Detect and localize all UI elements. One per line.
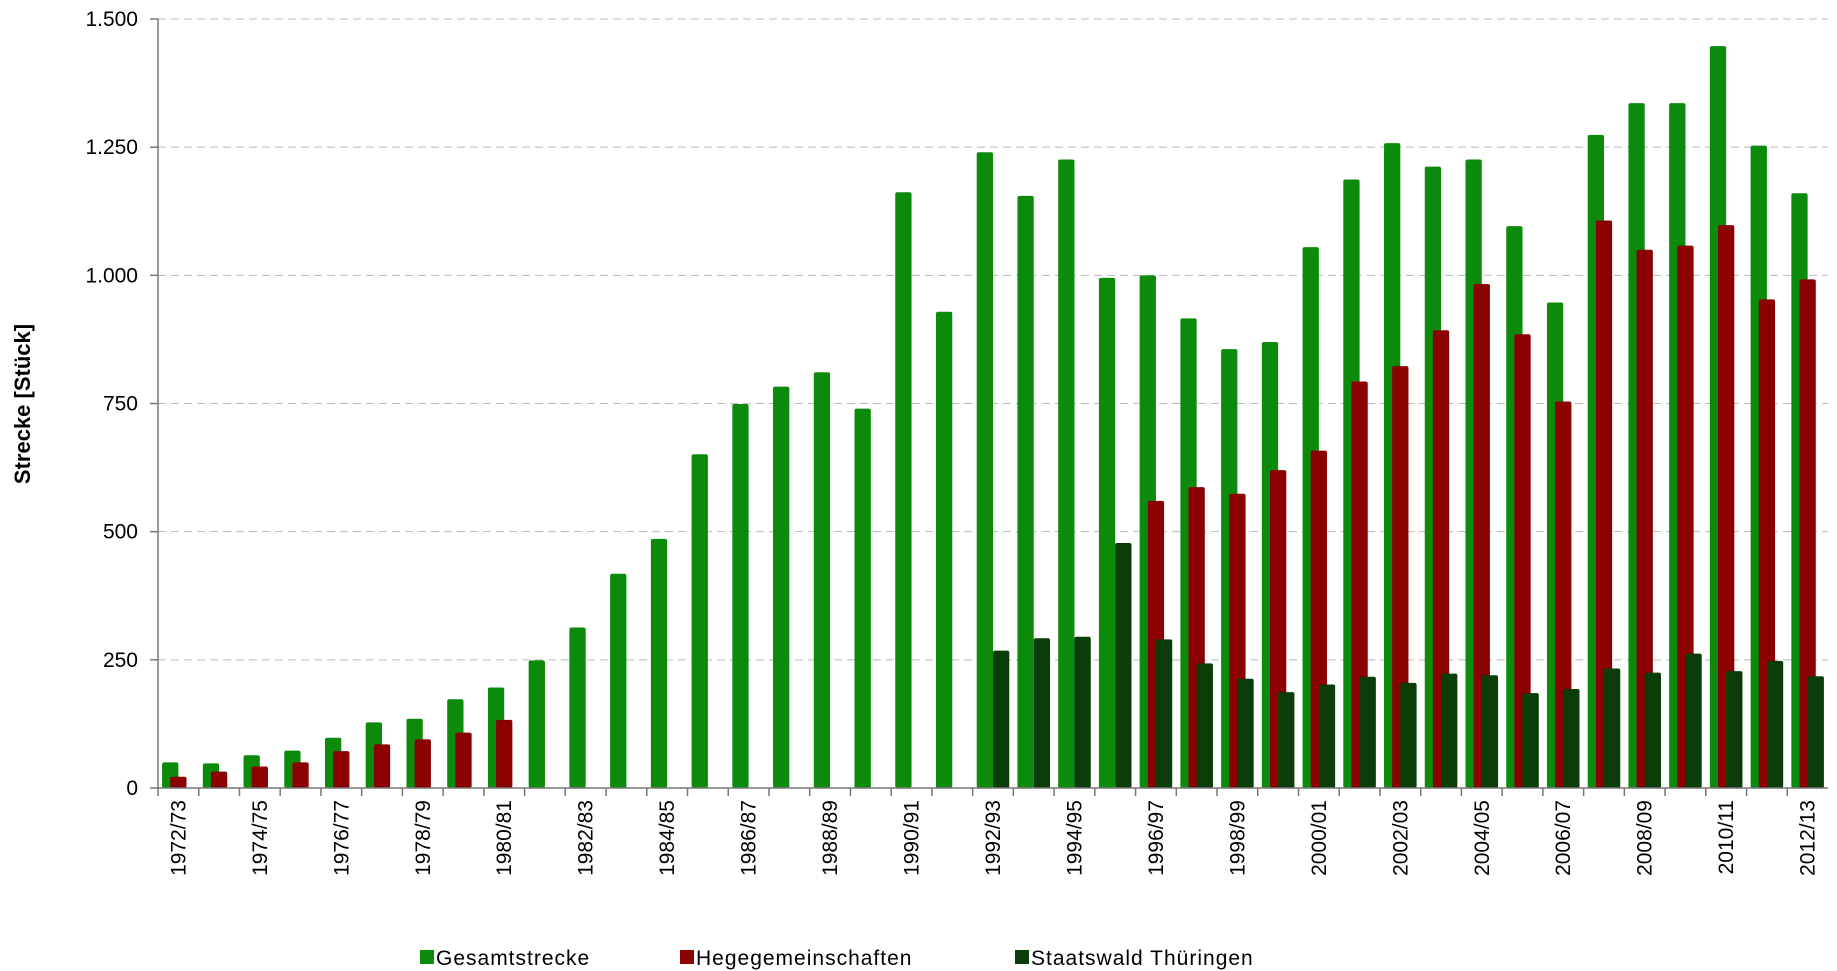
bar bbox=[292, 762, 309, 788]
bar bbox=[610, 573, 627, 788]
y-tick-label: 500 bbox=[103, 521, 138, 544]
bar bbox=[569, 627, 586, 788]
x-tick-label: 2012/13 bbox=[1797, 800, 1820, 876]
legend-label: Hegegemeinschaften bbox=[696, 947, 912, 970]
bar bbox=[1644, 672, 1661, 788]
bar bbox=[650, 538, 668, 788]
x-tick-label: 2008/09 bbox=[1634, 800, 1657, 876]
y-tick-label: 750 bbox=[103, 393, 138, 416]
bar bbox=[1481, 675, 1499, 788]
bar bbox=[1766, 660, 1784, 788]
bar bbox=[854, 408, 871, 788]
y-tick-label: 0 bbox=[126, 777, 138, 800]
bar bbox=[1278, 692, 1295, 788]
bar bbox=[1098, 277, 1116, 788]
x-tick-label: 1972/73 bbox=[167, 800, 190, 876]
x-tick-label: 2002/03 bbox=[1389, 800, 1412, 876]
bar bbox=[691, 454, 708, 788]
bar bbox=[1726, 671, 1743, 788]
bar bbox=[895, 192, 912, 789]
bar bbox=[1074, 636, 1091, 788]
y-tick-label: 1.000 bbox=[85, 264, 138, 287]
bar bbox=[1563, 689, 1580, 788]
x-tick-label: 1996/97 bbox=[1145, 800, 1168, 876]
x-tick-label: 1982/83 bbox=[575, 800, 598, 876]
bar bbox=[1318, 684, 1336, 788]
legend-item: Staatswald Thüringen bbox=[1015, 947, 1254, 970]
bar bbox=[1033, 638, 1051, 788]
y-tick-label: 1.250 bbox=[85, 136, 138, 159]
legend-label: Gesamtstrecke bbox=[436, 947, 590, 970]
bar bbox=[1155, 639, 1173, 788]
bar bbox=[373, 744, 391, 788]
y-tick-label: 1.500 bbox=[85, 8, 138, 31]
x-tick-label: 2000/01 bbox=[1308, 800, 1331, 876]
x-tick-label: 1988/89 bbox=[819, 800, 842, 876]
bar bbox=[333, 751, 350, 788]
x-tick-label: 1990/91 bbox=[901, 800, 924, 876]
legend-swatch bbox=[420, 950, 434, 964]
bar bbox=[1115, 542, 1132, 788]
bar bbox=[732, 404, 749, 788]
bar bbox=[1237, 678, 1254, 788]
x-tick-label: 1978/79 bbox=[412, 800, 435, 876]
bar bbox=[773, 386, 790, 788]
bar bbox=[1359, 676, 1376, 788]
bar bbox=[1677, 245, 1694, 789]
bar bbox=[1807, 676, 1824, 788]
bar bbox=[251, 766, 268, 788]
bar bbox=[1473, 284, 1490, 788]
legend-swatch bbox=[680, 950, 694, 964]
bar bbox=[1441, 673, 1458, 788]
bar bbox=[414, 739, 431, 788]
x-tick-label: 2010/11 bbox=[1715, 800, 1738, 874]
bar bbox=[170, 776, 187, 788]
legend-label: Staatswald Thüringen bbox=[1031, 947, 1254, 970]
x-tick-label: 2006/07 bbox=[1552, 800, 1575, 876]
x-tick-label: 1984/85 bbox=[656, 800, 679, 876]
bar bbox=[1595, 220, 1613, 788]
bar bbox=[496, 719, 513, 788]
x-tick-label: 1976/77 bbox=[330, 800, 353, 876]
bar bbox=[528, 660, 545, 788]
x-tick-label: 1994/95 bbox=[1063, 800, 1086, 876]
bar bbox=[1685, 653, 1702, 788]
bar bbox=[1514, 334, 1531, 788]
bar bbox=[210, 771, 228, 788]
bar bbox=[1718, 225, 1735, 789]
legend-item: Hegegemeinschaften bbox=[680, 947, 912, 970]
x-tick-label: 2004/05 bbox=[1471, 800, 1494, 876]
x-tick-label: 1992/93 bbox=[982, 800, 1005, 876]
bar bbox=[1392, 366, 1409, 788]
bar bbox=[1058, 159, 1075, 788]
bar bbox=[1603, 668, 1621, 788]
y-tick-label: 250 bbox=[103, 649, 138, 672]
x-tick-label: 1980/81 bbox=[493, 800, 516, 876]
bar bbox=[935, 311, 953, 788]
legend-item: Gesamtstrecke bbox=[420, 947, 590, 970]
x-tick-label: 1974/75 bbox=[249, 800, 272, 876]
bar bbox=[813, 372, 831, 788]
x-tick-label: 1986/87 bbox=[738, 800, 761, 876]
bar bbox=[1196, 663, 1213, 788]
bar bbox=[1017, 195, 1034, 788]
bar bbox=[1432, 330, 1450, 788]
bar bbox=[976, 152, 993, 788]
y-axis-label: Strecke [Stück] bbox=[10, 324, 35, 484]
bar bbox=[1636, 249, 1653, 788]
bar bbox=[993, 650, 1010, 788]
x-tick-label: 1998/99 bbox=[1226, 800, 1249, 876]
bar bbox=[1799, 279, 1816, 788]
legend-swatch bbox=[1015, 950, 1029, 964]
bar bbox=[455, 732, 472, 788]
bar bbox=[1400, 682, 1417, 788]
bar bbox=[1522, 693, 1539, 788]
